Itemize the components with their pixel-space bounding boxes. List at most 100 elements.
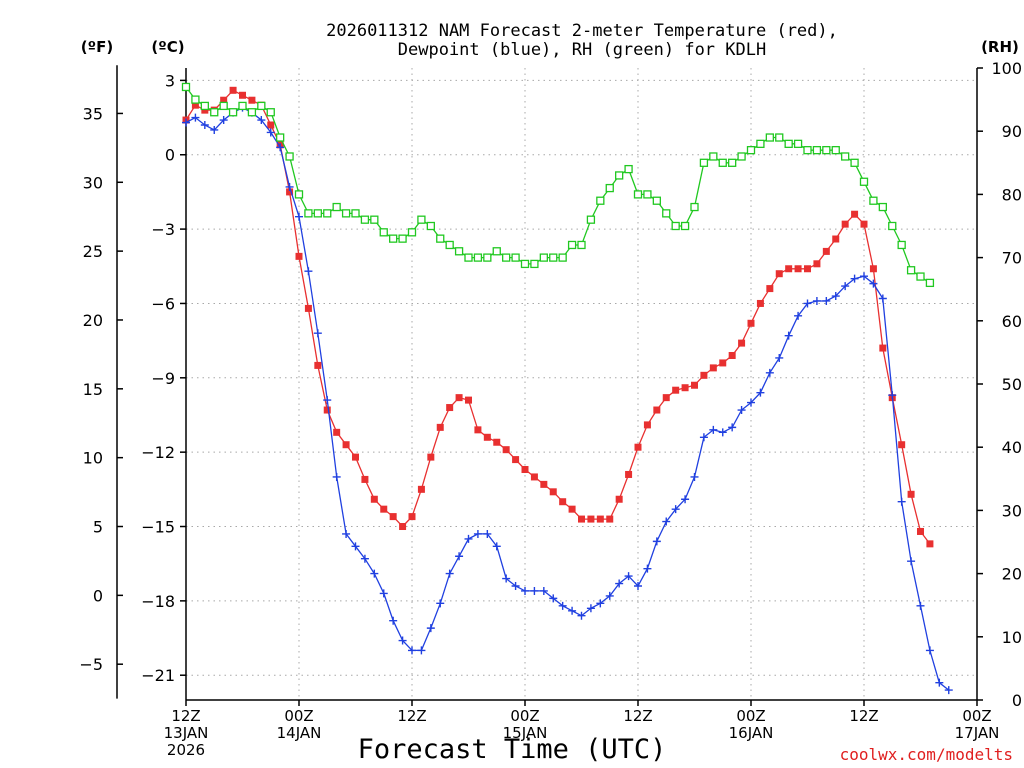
- 2-meter-temperature-point: [521, 466, 529, 474]
- relative-humidity-point: [605, 183, 614, 193]
- dewpoint-point: [276, 143, 285, 152]
- celsius-tick-label: 0: [165, 146, 175, 165]
- relative-humidity-point: [539, 253, 548, 262]
- x-tick-label: 00Z: [510, 707, 539, 725]
- relative-humidity-series: [181, 82, 935, 288]
- 2-meter-temperature-point: [738, 339, 746, 347]
- dewpoint-point: [313, 329, 322, 338]
- dewpoint-point: [426, 624, 435, 633]
- relative-humidity-point: [746, 146, 756, 155]
- 2-meter-temperature-point: [408, 513, 416, 521]
- relative-humidity-point: [756, 139, 765, 148]
- 2-meter-temperature-point: [446, 404, 454, 412]
- 2-meter-temperature-point: [267, 121, 275, 129]
- relative-humidity-point: [737, 152, 746, 161]
- dewpoint-point: [389, 616, 398, 625]
- dewpoint-point: [756, 388, 765, 397]
- rh-tick-label: 30: [1002, 501, 1022, 520]
- 2-meter-temperature-point: [559, 498, 567, 506]
- celsius-tick-label: 3: [165, 71, 175, 90]
- 2-meter-temperature-point: [578, 515, 585, 523]
- rh-tick-label: 100: [991, 59, 1022, 78]
- dewpoint-point: [549, 594, 558, 603]
- rh-axis-unit: (RH): [981, 38, 1019, 56]
- relative-humidity-point: [699, 158, 709, 167]
- relative-humidity-point: [520, 259, 530, 269]
- dewpoint-point: [794, 311, 803, 320]
- 2-meter-temperature-point: [775, 270, 783, 278]
- dewpoint-point: [210, 125, 219, 134]
- celsius-tick-label: −9: [151, 369, 175, 388]
- x-tick-label: 12Z: [397, 707, 426, 725]
- 2-meter-temperature-point: [399, 523, 407, 531]
- 2-meter-temperature-point: [747, 319, 755, 327]
- dewpoint-series: [182, 103, 953, 695]
- celsius-tick-label: −21: [141, 666, 175, 685]
- relative-humidity-point: [916, 272, 925, 281]
- dewpoint-point: [596, 599, 605, 608]
- 2-meter-temperature-point: [587, 515, 595, 523]
- dewpoint-point: [624, 572, 633, 581]
- x-tick-label: 00Z: [736, 707, 765, 725]
- celsius-axis-unit: (ºC): [151, 38, 184, 56]
- x-axis-label: Forecast Time (UTC): [358, 734, 667, 765]
- 2-meter-temperature-point: [606, 515, 614, 523]
- 2-meter-temperature-point: [860, 220, 868, 228]
- 2-meter-temperature-point: [530, 473, 538, 481]
- dewpoint-point: [935, 678, 944, 687]
- relative-humidity-point: [370, 215, 379, 224]
- 2-meter-temperature-point: [879, 344, 887, 352]
- fahrenheit-tick-label: −5: [79, 655, 103, 674]
- dewpoint-point: [831, 292, 840, 301]
- dewpoint-point: [577, 611, 586, 620]
- 2-meter-temperature-point: [549, 488, 557, 496]
- relative-humidity-point: [822, 146, 831, 155]
- x-tick-label: 00Z: [962, 707, 991, 725]
- x-tick-label: 14JAN: [277, 724, 322, 742]
- relative-humidity-point: [426, 221, 435, 231]
- 2-meter-temperature-point: [794, 265, 802, 273]
- 2-meter-temperature-point: [625, 470, 633, 478]
- 2-meter-temperature-point: [596, 515, 604, 523]
- x-tick-label: 15JAN: [503, 724, 548, 742]
- relative-humidity-point: [728, 158, 737, 167]
- dewpoint-point: [812, 296, 821, 305]
- relative-humidity-point: [454, 247, 464, 256]
- dewpoint-point: [850, 274, 859, 283]
- dewpoint-point: [492, 542, 501, 551]
- dewpoint-point: [728, 423, 737, 432]
- 2-meter-temperature-point: [634, 443, 642, 451]
- dewpoint-point: [907, 557, 916, 566]
- relative-humidity-point: [492, 247, 501, 256]
- dewpoint-point: [295, 212, 303, 221]
- rh-tick-label: 60: [1002, 312, 1022, 331]
- 2-meter-temperature-point: [756, 299, 764, 307]
- 2-meter-temperature-point: [220, 96, 228, 104]
- dewpoint-point: [615, 579, 624, 588]
- dewpoint-point: [342, 529, 351, 538]
- 2-meter-temperature-point: [436, 423, 444, 431]
- relative-humidity-point: [266, 108, 275, 117]
- relative-humidity-point: [680, 221, 690, 231]
- relative-humidity-point: [831, 146, 840, 155]
- 2-meter-temperature-point: [342, 441, 350, 449]
- gridlines: [186, 68, 977, 700]
- x-tick-label: 13JAN: [164, 724, 209, 742]
- 2-meter-temperature-point: [841, 220, 849, 228]
- dewpoint-point: [379, 589, 388, 598]
- dewpoint-point: [323, 396, 332, 405]
- 2-meter-temperature-point: [700, 371, 708, 379]
- relative-humidity-point: [181, 82, 191, 92]
- relative-humidity-point: [228, 108, 238, 117]
- 2-meter-temperature-point: [869, 265, 877, 273]
- dewpoint-point: [332, 472, 341, 481]
- relative-humidity-point: [709, 152, 718, 161]
- 2-meter-temperature-line: [185, 89, 931, 545]
- dewpoint-point: [718, 428, 727, 437]
- dewpoint-point: [784, 331, 793, 340]
- dewpoint-point: [417, 646, 426, 655]
- relative-humidity-point: [577, 240, 586, 250]
- dewpoint-point: [445, 569, 454, 578]
